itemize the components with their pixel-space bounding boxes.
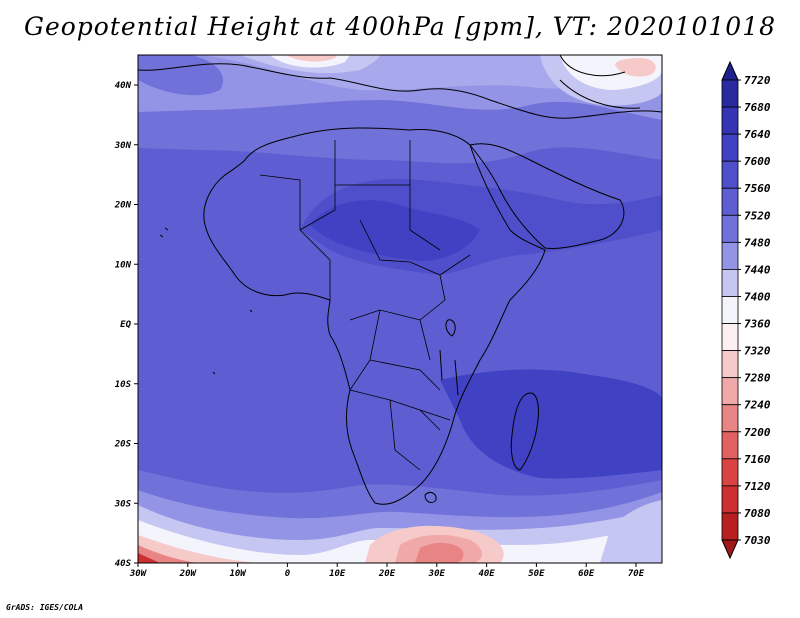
colorbar-box xyxy=(721,269,739,297)
colorbar-box xyxy=(721,160,739,189)
lon-tick-label: 20E xyxy=(378,569,396,579)
colorbar-tick-label: 7600 xyxy=(744,155,771,168)
latitude-ticks: 40N 30N 20N 10N EQ 10S 20S 30S 40S xyxy=(114,81,138,569)
colorbar-top-arrow xyxy=(721,60,739,81)
lon-tick-label: 60E xyxy=(578,569,595,579)
lat-tick-label: 30N xyxy=(114,141,132,151)
colorbar-box xyxy=(721,133,739,162)
lat-tick-label: EQ xyxy=(120,320,131,330)
lat-tick-label: 20S xyxy=(114,440,132,450)
colorbar-box xyxy=(721,431,739,460)
colorbar-tick-label: 7720 xyxy=(744,74,771,87)
colorbar-tick-label: 7640 xyxy=(744,128,771,141)
colorbar-box xyxy=(721,350,739,379)
lon-tick-label: 30E xyxy=(428,569,446,579)
lat-tick-label: 10N xyxy=(115,260,132,270)
colorbar-tick-label: 7240 xyxy=(744,399,771,412)
colorbar-tick-label: 7320 xyxy=(744,345,771,358)
lon-tick-label: 70E xyxy=(628,569,645,579)
colorbar-box xyxy=(721,214,739,243)
longitude-ticks: 30W 20W 10W 0 10E 20E 30E 40E 50E 60E 70E xyxy=(129,563,645,579)
colorbar-box xyxy=(721,106,739,135)
colorbar-tick-label: 7120 xyxy=(744,480,771,493)
lon-tick-label: 40E xyxy=(478,569,495,579)
colorbar-tick-label: 7360 xyxy=(744,318,771,331)
lat-tick-label: 20N xyxy=(114,201,132,211)
colorbar-box xyxy=(721,485,739,514)
colorbar-box xyxy=(721,404,739,433)
colorbar-box xyxy=(721,79,739,108)
map-frame xyxy=(137,54,663,564)
colorbar-bottom-arrow xyxy=(721,539,739,560)
colorbar-tick-label: 7440 xyxy=(744,263,771,276)
colorbar-tick-label: 7280 xyxy=(744,372,771,385)
lon-tick-label: 20W xyxy=(179,569,198,579)
colorbar-tick-label: 7520 xyxy=(744,209,771,222)
colorbar-tick-label: 7160 xyxy=(744,453,771,466)
colorbar-tick-label: 7680 xyxy=(744,101,771,114)
map-title: Geopotential Height at 400hPa [gpm], VT:… xyxy=(23,12,777,41)
colorbar-box xyxy=(721,323,739,351)
colorbar-box xyxy=(721,241,739,270)
lat-tick-label: 40N xyxy=(115,81,132,91)
colorbar-box xyxy=(721,512,739,541)
colorbar-tick-label: 7200 xyxy=(744,426,771,439)
lat-tick-label: 10S xyxy=(115,380,132,390)
colorbar-tick-label: 7400 xyxy=(744,290,771,303)
colorbar-tick-label: 7560 xyxy=(744,182,771,195)
map-field xyxy=(138,55,662,563)
lon-tick-label: 10E xyxy=(329,569,346,579)
lon-tick-label: 10W xyxy=(229,569,247,579)
lat-tick-label: 40S xyxy=(115,559,132,569)
grads-credit: GrADS: IGES/COLA xyxy=(6,603,84,612)
lat-tick-label: 30S xyxy=(114,499,132,509)
lon-tick-label: 50E xyxy=(528,569,545,579)
colorbar-box xyxy=(721,377,739,406)
colorbar-tick-label: 7480 xyxy=(744,236,771,249)
lon-tick-label: 30W xyxy=(129,569,148,579)
colorbar-tick-label: 7030 xyxy=(744,534,771,547)
colorbar: 7720 7680 7640 7600 7560 7520 7480 7440 7400 7360… xyxy=(721,60,771,560)
colorbar-box xyxy=(721,187,739,216)
colorbar-box xyxy=(721,458,739,487)
colorbar-box xyxy=(721,296,739,324)
colorbar-tick-label: 7080 xyxy=(744,507,771,520)
lon-tick-label: 0 xyxy=(285,569,291,579)
